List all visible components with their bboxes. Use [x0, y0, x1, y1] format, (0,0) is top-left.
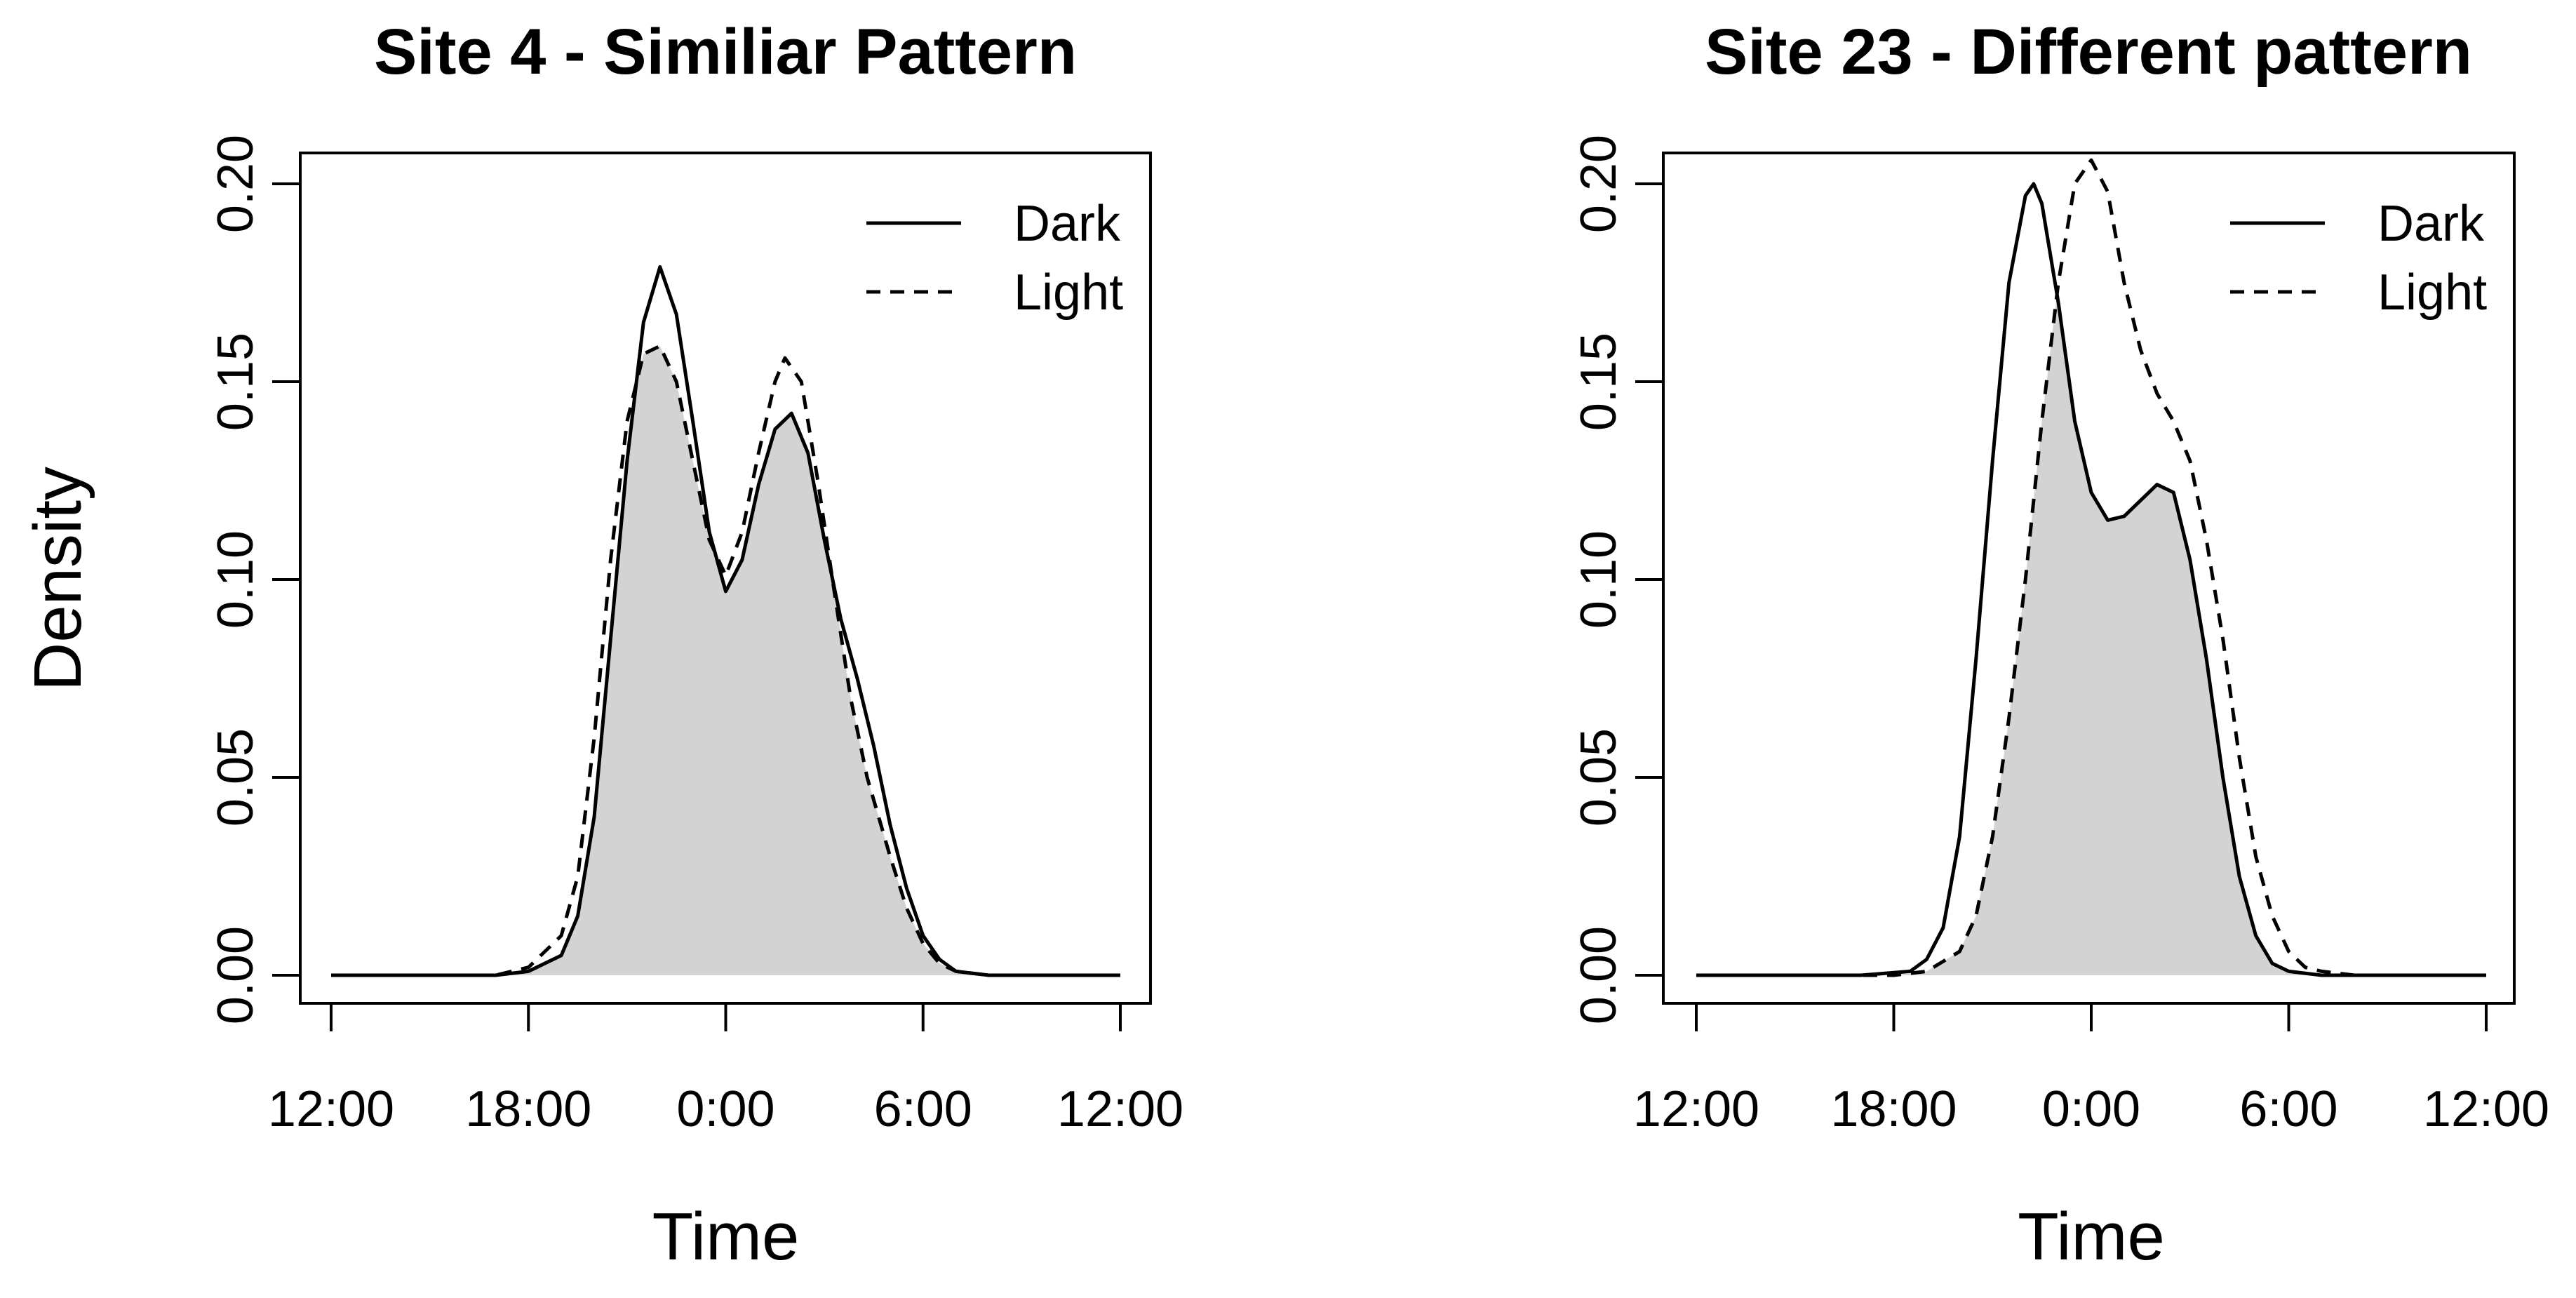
y-tick-label: 0.05	[1571, 728, 1627, 827]
y-tick-label: 0.15	[208, 333, 264, 431]
x-axis-title: Time	[652, 1199, 800, 1274]
x-tick-label: 12:00	[268, 1081, 394, 1137]
series-line-light	[331, 344, 1120, 977]
legend-label-dark: Dark	[1014, 196, 1121, 252]
x-tick-label: 12:00	[1633, 1081, 1759, 1137]
series-line-dark	[331, 265, 1120, 977]
y-tick-label: 0.10	[208, 530, 264, 629]
x-tick-label: 0:00	[2042, 1081, 2140, 1137]
chart-title: Site 4 - Similiar Pattern	[374, 16, 1077, 88]
legend-label-light: Light	[2377, 265, 2487, 321]
x-tick-label: 18:00	[1830, 1081, 1957, 1137]
y-tick-label: 0.10	[1571, 530, 1627, 629]
series-line-dark	[1696, 182, 2486, 977]
y-tick-label: 0.20	[208, 135, 264, 233]
y-tick-label: 0.05	[208, 728, 264, 827]
chart-title: Site 23 - Different pattern	[1705, 16, 2472, 88]
y-tick-label: 0.00	[1571, 926, 1627, 1024]
y-axis-title: Density	[20, 467, 95, 691]
y-tick-label: 0.15	[1571, 333, 1627, 431]
legend-label-dark: Dark	[2377, 196, 2485, 252]
x-tick-label: 12:00	[1057, 1081, 1183, 1137]
legend-label-light: Light	[1014, 265, 1123, 321]
overlap-area	[1696, 296, 2486, 975]
x-tick-label: 0:00	[676, 1081, 774, 1137]
x-axis-title: Time	[2018, 1199, 2165, 1274]
chart-panel-site-23: Site 23 - Different pattern 12:00 18:00 0:0…	[1571, 16, 2549, 1274]
x-tick-label: 6:00	[874, 1081, 972, 1137]
y-tick-label: 0.20	[1571, 135, 1627, 233]
overlap-area	[331, 346, 1120, 975]
x-tick-label: 6:00	[2239, 1081, 2337, 1137]
x-tick-label: 18:00	[465, 1081, 591, 1137]
chart-panel-site-4: Site 4 - Similiar Pattern 12:00 18:00 0:00 6…	[208, 16, 1183, 1274]
y-tick-label: 0.00	[208, 926, 264, 1024]
x-tick-label: 12:00	[2423, 1081, 2549, 1137]
